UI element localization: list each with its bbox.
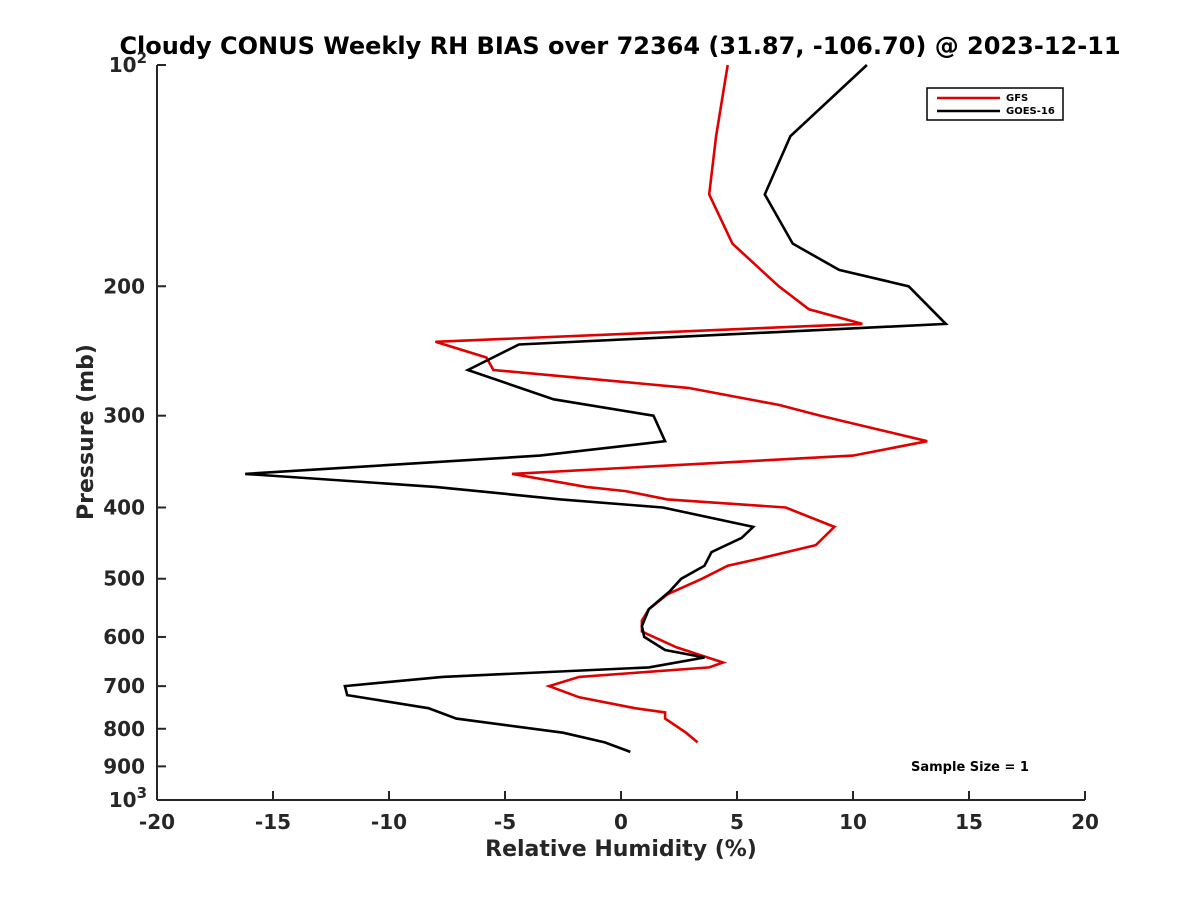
chart-title: Cloudy CONUS Weekly RH BIAS over 72364 (… (119, 32, 1120, 60)
y-tick-label: 800 (103, 717, 145, 741)
x-axis-ticks: -20 -15 -10 -5 0 5 10 15 20 (139, 791, 1099, 834)
x-tick-label: 15 (955, 810, 983, 834)
sample-size-annotation: Sample Size = 1 (911, 760, 1029, 775)
legend-box (926, 87, 1064, 121)
series-line-goes-16 (245, 64, 949, 754)
x-tick-label: -20 (139, 810, 175, 834)
y-tick-label: 500 (103, 567, 145, 591)
x-tick-label: 0 (614, 810, 628, 834)
y-tick-label: 200 (103, 274, 145, 298)
y-tick-label: 300 (103, 404, 145, 428)
x-tick-label: 10 (839, 810, 867, 834)
y-tick-label: 102 (109, 49, 147, 77)
y-tick-label-base: 10 (109, 788, 137, 812)
x-tick-label: -10 (371, 810, 407, 834)
x-axis-title: Relative Humidity (%) (485, 837, 757, 862)
y-tick-label: 400 (103, 496, 145, 520)
x-tick-label: -15 (255, 810, 291, 834)
y-tick-label: 103 (109, 784, 147, 812)
y-tick-label-exponent: 2 (137, 49, 147, 67)
series-line-gfs (435, 64, 928, 744)
x-tick-label: 5 (730, 810, 744, 834)
y-axis-title: Pressure (mb) (74, 344, 99, 520)
legend-label-goes16: GOES-16 (1006, 106, 1055, 117)
legend: GFS GOES-16 (926, 87, 1064, 121)
y-tick-label: 600 (103, 625, 145, 649)
x-tick-label: 20 (1071, 810, 1099, 834)
y-tick-label-base: 10 (109, 53, 137, 77)
series-layer (245, 64, 949, 754)
x-tick-label: -5 (494, 810, 516, 834)
y-tick-label: 700 (103, 674, 145, 698)
y-tick-label: 900 (103, 754, 145, 778)
y-tick-label-exponent: 3 (137, 784, 147, 802)
legend-label-gfs: GFS (1006, 93, 1028, 104)
